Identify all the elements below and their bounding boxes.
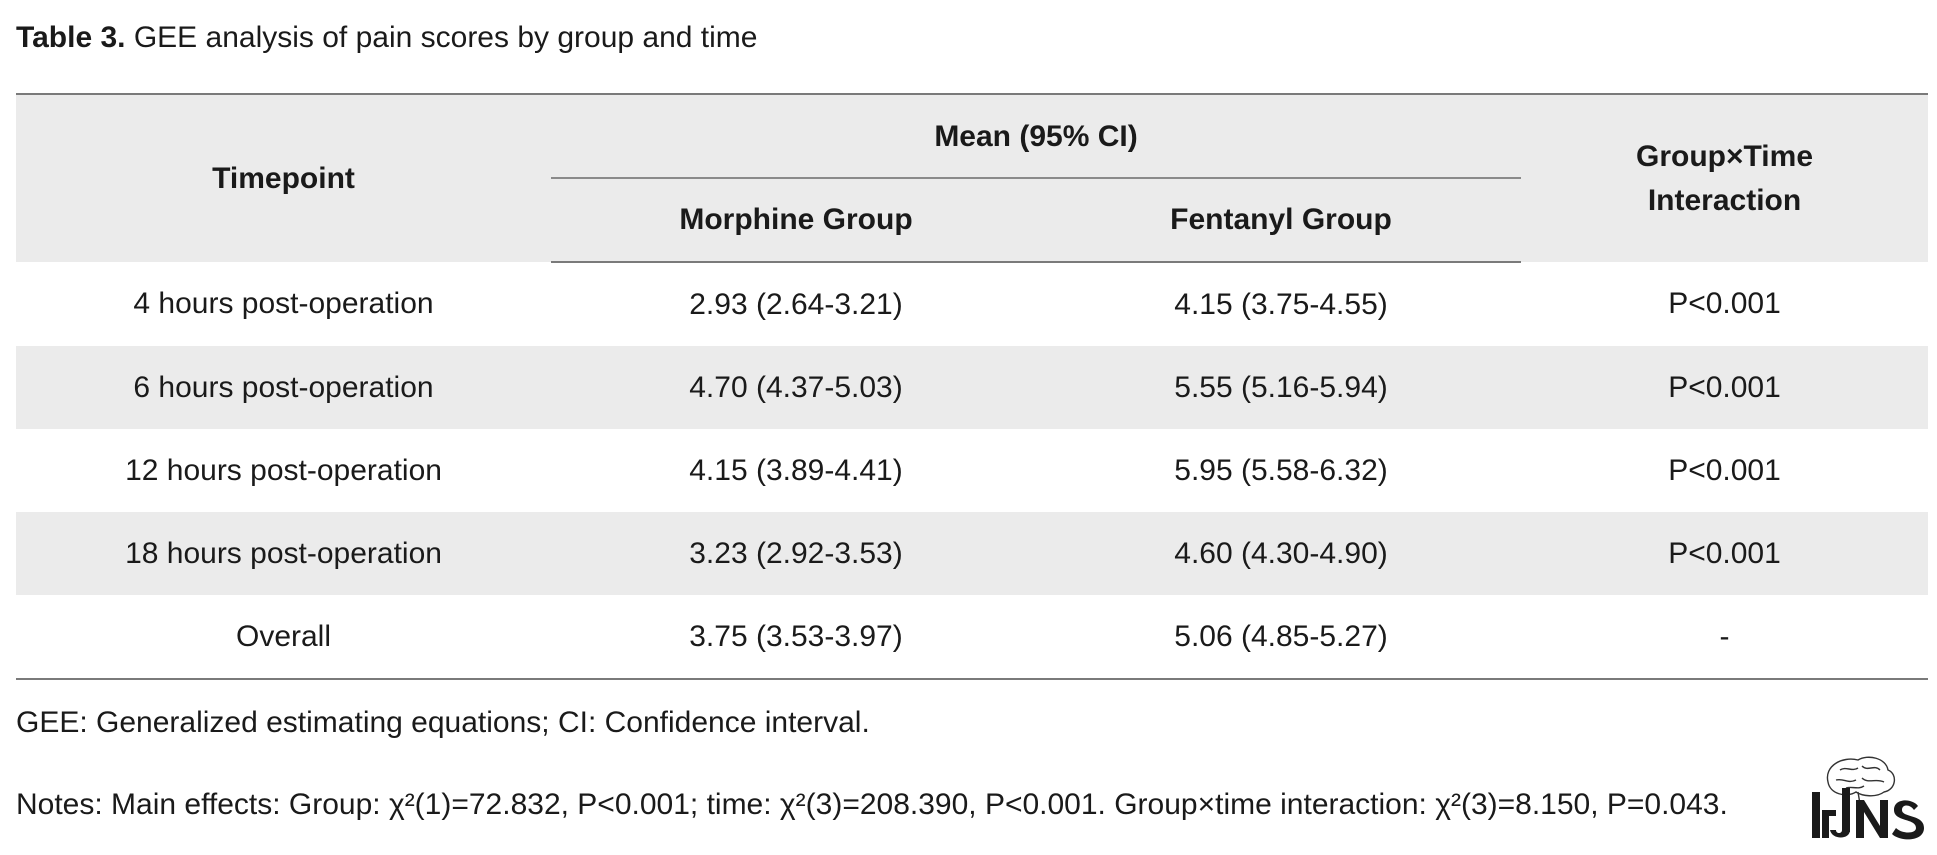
table-row: Overall 3.75 (3.53-3.97) 5.06 (4.85-5.27… (16, 595, 1929, 680)
table-body: 4 hours post-operation 2.93 (2.64-3.21) … (16, 262, 1929, 680)
table-row: 18 hours post-operation 3.23 (2.92-3.53)… (16, 512, 1929, 595)
cell-interaction: P<0.001 (1668, 453, 1781, 487)
footnote-notes: Notes: Main effects: Group: χ²(1)=72.832… (16, 788, 1728, 821)
header-fentanyl: Fentanyl Group (1041, 179, 1522, 263)
cell-fentanyl: 5.55 (5.16-5.94) (1041, 346, 1522, 429)
header-timepoint: Timepoint (16, 93, 551, 262)
table-caption-text: GEE analysis of pain scores by group and… (125, 21, 758, 54)
cell-morphine: 3.23 (2.92-3.53) (551, 512, 1041, 595)
cell-interaction: P<0.001 (1668, 287, 1781, 320)
header-morphine: Morphine Group (551, 179, 1041, 263)
cell-fentanyl: 4.60 (4.30-4.90) (1041, 512, 1522, 595)
journal-logo-icon (1806, 752, 1926, 842)
header-span-rule (551, 177, 1522, 179)
cell-fentanyl: 5.06 (4.85-5.27) (1041, 595, 1522, 680)
cell-morphine: 4.70 (4.37-5.03) (551, 346, 1041, 429)
table-caption-label: Table 3. (16, 21, 126, 54)
cell-fentanyl: 4.15 (3.75-4.55) (1174, 287, 1388, 321)
table-caption: Table 3. GEE analysis of pain scores by … (16, 18, 757, 58)
cell-timepoint: 6 hours post-operation (16, 346, 551, 429)
cell-fentanyl: 5.95 (5.58-6.32) (1174, 453, 1388, 487)
header-mean-ci-label: Mean (95% CI) (934, 120, 1138, 153)
cell-timepoint: Overall (16, 595, 551, 680)
header-interaction-line2: Interaction (1647, 183, 1802, 217)
cell-timepoint: 4 hours post-operation (133, 287, 434, 320)
cell-interaction: P<0.001 (1521, 346, 1929, 429)
cell-timepoint: 18 hours post-operation (16, 512, 551, 595)
header-mean-ci: Mean (95% CI) (551, 93, 1522, 179)
header-interaction-line1: Group×Time (1636, 139, 1813, 173)
cell-morphine: 4.15 (3.89-4.41) (689, 453, 903, 487)
cell-timepoint: 12 hours post-operation (125, 453, 442, 487)
header-interaction: Group×Time Interaction (1521, 93, 1929, 262)
cell-interaction: - (1521, 595, 1929, 680)
cell-interaction: P<0.001 (1521, 512, 1929, 595)
footnote-abbreviations: GEE: Generalized estimating equations; C… (16, 706, 870, 739)
table-row: 12 hours post-operation 4.15 (3.89-4.41)… (16, 429, 1928, 512)
cell-morphine: 3.75 (3.53-3.97) (551, 595, 1041, 680)
table-row: 4 hours post-operation 2.93 (2.64-3.21) … (16, 262, 1928, 346)
table-header: Timepoint Mean (95% CI) Group×Time Inter… (16, 93, 1929, 263)
gee-results-table: Timepoint Mean (95% CI) Group×Time Inter… (16, 93, 1929, 680)
table-row: 6 hours post-operation 4.70 (4.37-5.03) … (16, 346, 1929, 429)
cell-morphine: 2.93 (2.64-3.21) (689, 287, 903, 321)
